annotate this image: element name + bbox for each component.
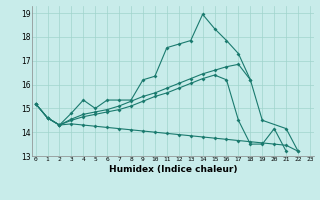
- X-axis label: Humidex (Indice chaleur): Humidex (Indice chaleur): [108, 165, 237, 174]
